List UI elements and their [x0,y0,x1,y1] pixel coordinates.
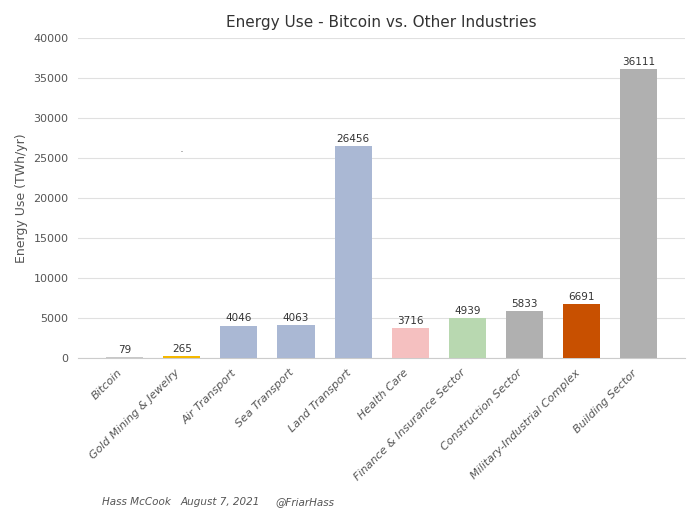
Text: 26456: 26456 [337,134,370,144]
Text: @FriarHass: @FriarHass [275,497,334,507]
Text: 4063: 4063 [283,313,309,323]
Bar [335,146,372,358]
Bar [449,319,486,358]
Text: 3716: 3716 [397,316,424,326]
Text: 6691: 6691 [568,292,595,302]
Y-axis label: Energy Use (TWh/yr): Energy Use (TWh/yr) [15,133,28,263]
Bar [563,304,601,358]
Bar [506,311,543,358]
Text: Hass McCook: Hass McCook [102,497,171,507]
Text: .: . [180,142,183,155]
Text: 36111: 36111 [622,57,655,67]
Bar [220,326,258,358]
Text: 4939: 4939 [454,306,481,316]
Text: 4046: 4046 [225,313,252,324]
Text: 5833: 5833 [511,299,538,309]
Text: 79: 79 [118,345,131,355]
Bar [392,328,429,358]
Text: 265: 265 [172,343,192,354]
Bar [277,326,314,358]
Bar [106,357,143,358]
Title: Energy Use - Bitcoin vs. Other Industries: Energy Use - Bitcoin vs. Other Industrie… [226,15,537,30]
Bar [620,69,657,358]
Text: August 7, 2021: August 7, 2021 [181,497,260,507]
Bar [163,356,200,358]
